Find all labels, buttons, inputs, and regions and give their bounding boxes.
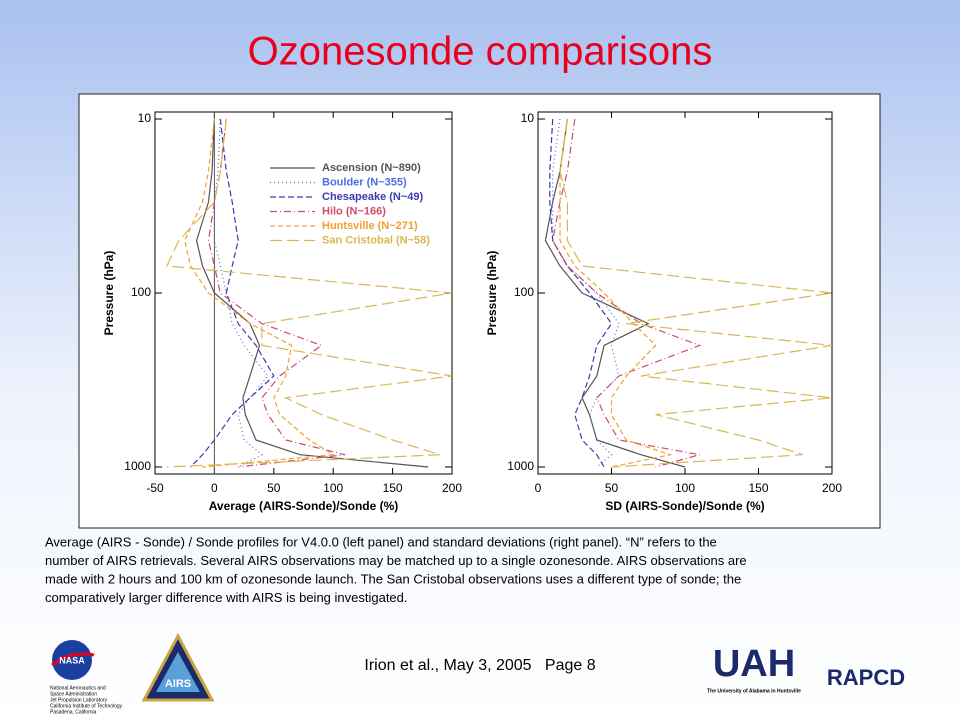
x-axis-label: Average (AIRS-Sonde)/Sonde (%) [209,499,399,513]
legend-label: Ascension (N~890) [322,162,421,174]
caption-line: number of AIRS retrievals. Several AIRS … [45,553,747,568]
x-tick-label: 100 [323,481,343,495]
y-tick-label: 100 [131,285,151,299]
x-tick-label: 100 [675,481,695,495]
uah-text: UAH [713,643,795,685]
nasa-logo: NASA [51,640,95,680]
x-tick-label: 50 [605,481,619,495]
x-tick-label: 50 [267,481,281,495]
profile-line [207,118,346,468]
nasa-caption-line: Pasadena, California [50,709,97,715]
y-tick-label: 1000 [124,459,151,473]
legend-label: San Cristobal (N~58) [322,234,430,246]
series-group [544,118,832,468]
figure-frame [78,93,881,529]
legend-label: Boulder (N~355) [322,176,407,188]
profile-line [190,118,275,468]
y-axis-label: Pressure (hPa) [485,251,499,336]
profile-line [549,118,613,468]
profile-line [544,118,686,468]
caption-line: comparatively larger difference with AIR… [45,590,408,605]
uah-caption: The University of Alabama in Huntsville [707,688,801,694]
chart: 0 50 100 150 200 10 100 1000 SD (AIRS-Sonde)/Son… [485,111,842,513]
legend-label: Hilo (N~166) [322,205,386,217]
legend-label: Huntsville (N~271) [322,220,418,232]
profile-line [559,118,832,468]
profile-line [184,118,336,468]
x-tick-label: -50 [146,481,164,495]
caption-line: made with 2 hours and 100 km of ozoneson… [45,571,741,586]
nasa-caption-line: Jet Propulsion Laboratory [50,697,107,703]
profile-line [165,118,452,468]
chart: -50 0 50 100 150 200 10 100 1000 Average (AIRS-So… [102,111,462,513]
profile-line [195,118,429,468]
legend-label: Chesapeake (N~49) [322,191,424,203]
profile-line [552,118,620,468]
x-tick-label: 0 [535,481,542,495]
y-axis-label: Pressure (hPa) [102,251,116,336]
profile-line [552,118,702,468]
rapcd-text: RAPCD [827,665,905,690]
y-tick-label: 10 [521,111,535,125]
slide-title: Ozonesonde comparisons [248,30,713,74]
x-tick-label: 150 [748,481,768,495]
y-tick-label: 1000 [507,459,534,473]
airs-logo: AIRS [141,632,215,702]
x-tick-label: 200 [442,481,462,495]
nasa-caption-line: National Aeronautics and [50,685,106,691]
caption: Average (AIRS - Sonde) / Sonde profiles … [45,534,747,605]
footer: Irion et al., May 3, 2005 Page 8 [364,657,595,674]
airs-text: AIRS [165,678,191,690]
profile-line [213,118,269,468]
y-tick-label: 100 [514,285,534,299]
x-axis-label: SD (AIRS-Sonde)/Sonde (%) [605,499,764,513]
x-tick-label: 150 [383,481,403,495]
nasa-caption-line: California Institute of Technology [50,703,123,709]
y-tick-label: 10 [138,111,152,125]
x-tick-label: 0 [211,481,218,495]
profile-line [559,118,673,468]
nasa-caption-line: Space Administration [50,691,97,697]
x-tick-label: 200 [822,481,842,495]
series-group [165,118,452,468]
nasa-text: NASA [59,655,85,665]
caption-line: Average (AIRS - Sonde) / Sonde profiles … [45,534,717,549]
